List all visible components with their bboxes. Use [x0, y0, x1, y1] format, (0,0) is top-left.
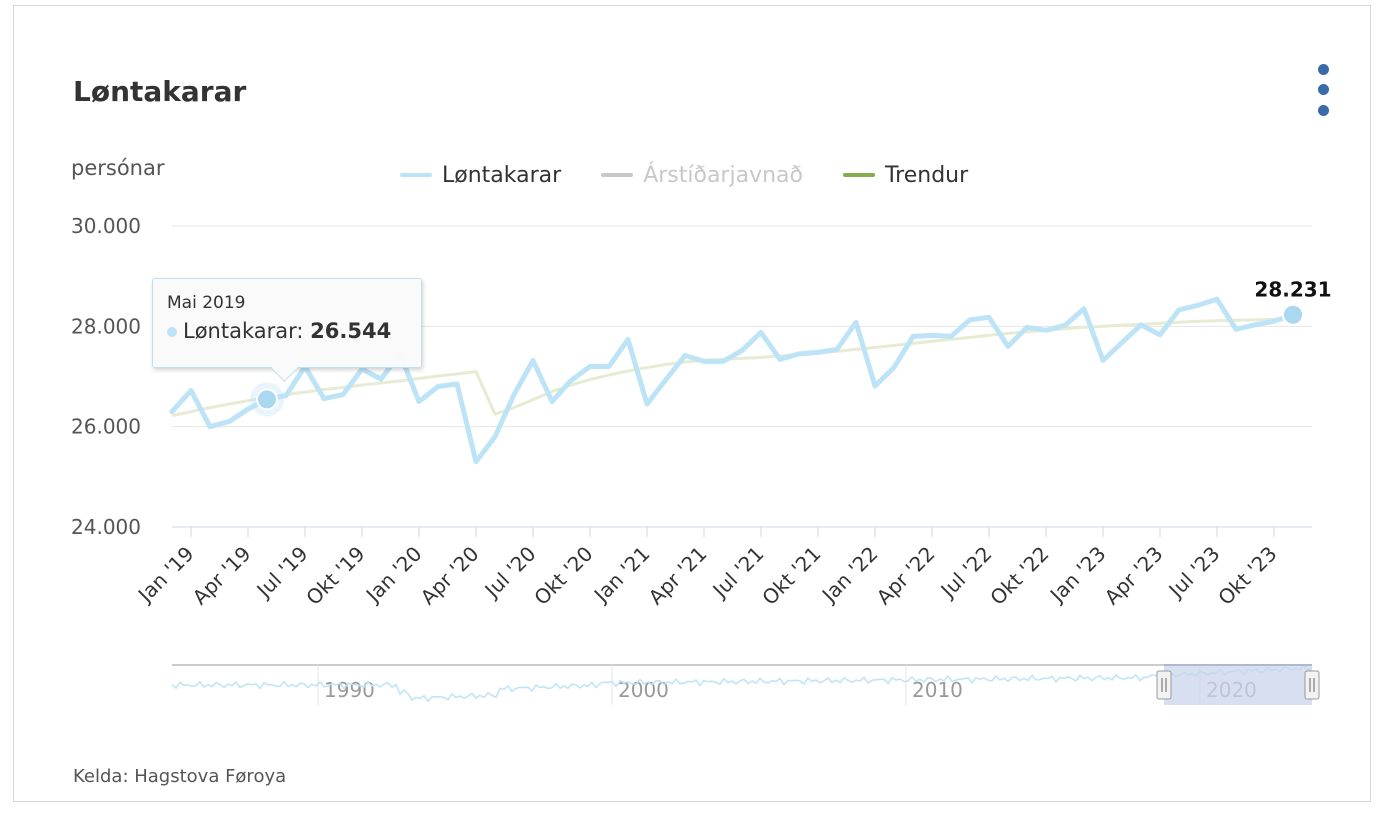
tooltip-series-marker [167, 327, 177, 337]
chart-legend: Løntakarar Árstíðarjavnað Trendur [400, 160, 1008, 190]
tooltip-row: Løntakarar: 26.544 [167, 319, 421, 343]
tooltip-value: 26.544 [310, 319, 392, 343]
tooltip-date: Mai 2019 [167, 293, 246, 313]
legend-label: Løntakarar [442, 162, 562, 188]
source-credit: Kelda: Hagstova Føroya [73, 766, 287, 787]
y-axis-title: persónar [71, 156, 165, 180]
legend-swatch [842, 173, 875, 177]
legend-item-trendur[interactable]: Trendur [842, 162, 969, 188]
legend-item-loentakarar[interactable]: Løntakarar [400, 163, 561, 188]
legend-swatch [601, 173, 634, 177]
legend-item-arstidarjavnad[interactable]: Árstíðarjavnað [601, 163, 803, 188]
legend-swatch [400, 173, 432, 177]
tooltip-series-name: Løntakarar [183, 319, 297, 343]
legend-label: Trendur [884, 162, 969, 188]
chart-card [13, 5, 1371, 802]
chart-title: Løntakarar [73, 75, 247, 108]
kebab-menu-icon [1318, 64, 1329, 75]
chart-tooltip: Mai 2019 Løntakarar: 26.544 [152, 278, 422, 382]
legend-label: Árstíðarjavnað [643, 162, 803, 188]
kebab-menu-icon [1318, 105, 1329, 116]
chart-menu-button[interactable] [1310, 58, 1338, 122]
kebab-menu-icon [1318, 84, 1329, 95]
